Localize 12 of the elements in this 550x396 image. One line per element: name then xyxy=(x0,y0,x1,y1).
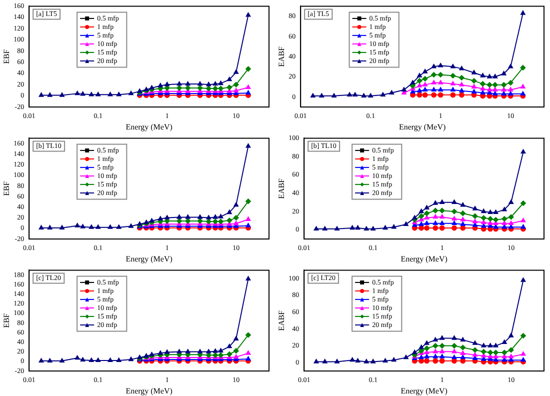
y-axis-title: EBF xyxy=(2,180,11,196)
x-axis-title: Energy (MeV) xyxy=(400,386,448,396)
x-axis-title: Energy (MeV) xyxy=(126,254,173,264)
y-axis-title: EABF xyxy=(276,46,286,67)
x-axis-title: Energy (MeV) xyxy=(126,386,173,396)
y-axis-title: EBF xyxy=(2,312,11,328)
x-axis-title: Energy (MeV) xyxy=(126,122,173,132)
x-axis-title: Energy (MeV) xyxy=(398,122,446,132)
y-axis-title: EABF xyxy=(276,178,286,199)
x-axis-title: Energy (MeV) xyxy=(400,254,448,264)
y-axis-title: EBF xyxy=(2,48,11,64)
y-axis-title: EABF xyxy=(276,310,286,331)
